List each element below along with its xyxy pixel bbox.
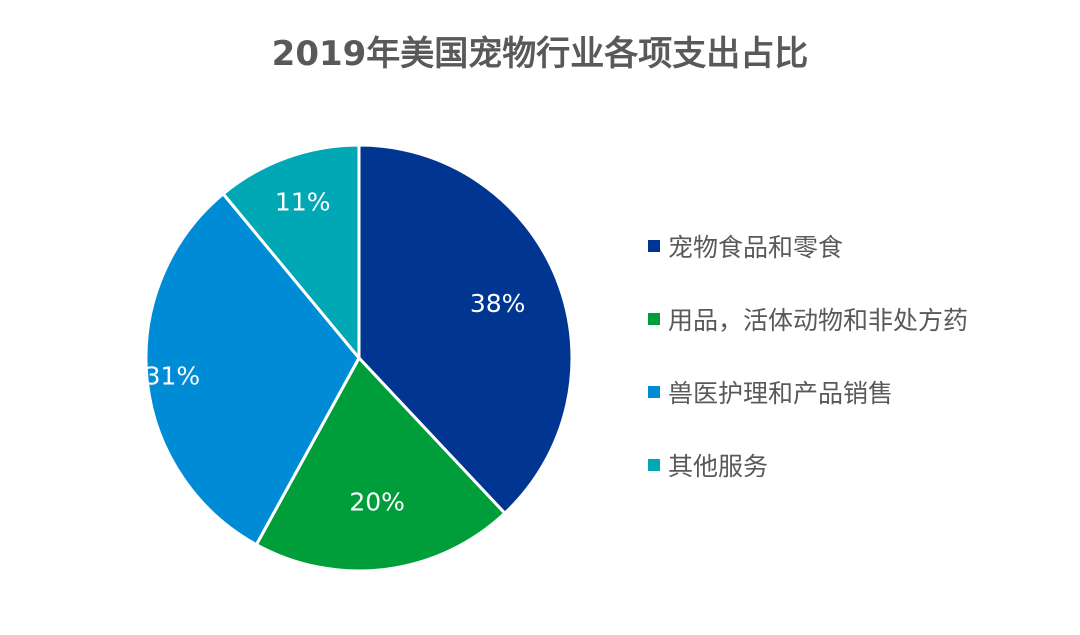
- legend-label: 宠物食品和零食: [668, 233, 844, 262]
- legend-swatch-icon: [648, 313, 660, 325]
- legend: 宠物食品和零食 用品，活体动物和非处方药 兽医护理和产品销售 其他服务: [648, 228, 968, 520]
- chart-title: 2019年美国宠物行业各项支出占比: [271, 34, 809, 74]
- pie-slice: [357, 143, 574, 515]
- pie-slice: [221, 143, 361, 360]
- pie-slices: [144, 143, 574, 573]
- legend-swatch-icon: [648, 459, 660, 471]
- legend-label: 其他服务: [668, 452, 769, 481]
- legend-item: 用品，活体动物和非处方药: [648, 301, 968, 337]
- legend-label: 兽医护理和产品销售: [668, 379, 894, 408]
- legend-swatch-icon: [648, 386, 660, 398]
- legend-item: 宠物食品和零食: [648, 228, 968, 264]
- slice-percent-label: 38%: [470, 289, 526, 318]
- slice-percent-label: 31%: [145, 362, 201, 391]
- pie-slice: [144, 192, 361, 547]
- legend-item: 其他服务: [648, 447, 968, 483]
- legend-swatch-icon: [648, 240, 660, 252]
- pie-labels: 38% 20% 31% 11%: [145, 188, 526, 517]
- slice-percent-label: 20%: [349, 488, 405, 517]
- slice-percent-label: 11%: [275, 188, 331, 217]
- legend-item: 兽医护理和产品销售: [648, 374, 968, 410]
- legend-label: 用品，活体动物和非处方药: [668, 306, 969, 335]
- pie-slice: [254, 356, 507, 573]
